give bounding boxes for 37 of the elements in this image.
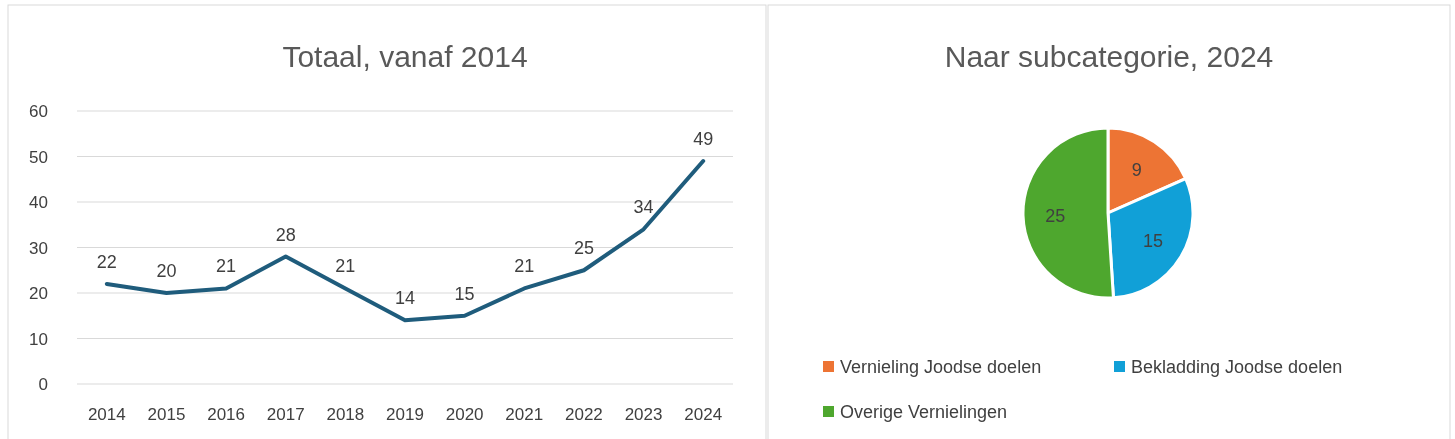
- data-label: 25: [1045, 205, 1066, 226]
- x-tick-label: 2021: [505, 405, 544, 424]
- data-label: 34: [633, 197, 654, 218]
- data-label: 14: [394, 288, 416, 309]
- y-tick-label: 50: [29, 147, 48, 167]
- data-label: 15: [1143, 231, 1164, 252]
- data-label: 21: [216, 256, 237, 277]
- chart-title: Naar subcategorie, 2024: [944, 40, 1274, 73]
- x-tick-label: 2015: [147, 405, 186, 424]
- x-tick-label: 2019: [386, 405, 424, 424]
- chart-title: Totaal, vanaf 2014: [282, 40, 528, 73]
- data-label: 9: [1131, 159, 1142, 180]
- legend-label: Vernieling Joodse doelen: [840, 357, 1042, 377]
- x-tick-label: 2016: [207, 405, 245, 424]
- x-tick-label: 2024: [684, 405, 723, 424]
- y-tick-label: 20: [29, 284, 48, 303]
- y-tick-label: 10: [29, 329, 48, 349]
- data-label: 20: [156, 261, 177, 281]
- data-label: 15: [454, 283, 475, 304]
- data-label: 25: [573, 238, 594, 259]
- x-tick-label: 2018: [326, 405, 365, 424]
- data-label: 28: [275, 224, 296, 245]
- x-tick-label: 2023: [624, 405, 663, 424]
- x-tick-label: 2022: [565, 405, 603, 424]
- legend-label: Overige Vernielingen: [840, 402, 1008, 422]
- x-tick-label: 2017: [266, 405, 305, 424]
- y-tick-label: 30: [29, 238, 48, 258]
- legend-label: Bekladding Joodse doelen: [1131, 357, 1343, 377]
- data-label: 21: [514, 256, 535, 277]
- y-tick-label: 40: [29, 193, 48, 212]
- data-label: 21: [335, 256, 356, 277]
- data-label: 22: [96, 251, 117, 272]
- x-tick-label: 2014: [87, 405, 126, 424]
- y-tick-label: 0: [38, 375, 48, 394]
- data-label: 49: [693, 129, 714, 150]
- y-tick-label: 60: [29, 102, 48, 121]
- x-tick-label: 2020: [445, 405, 484, 424]
